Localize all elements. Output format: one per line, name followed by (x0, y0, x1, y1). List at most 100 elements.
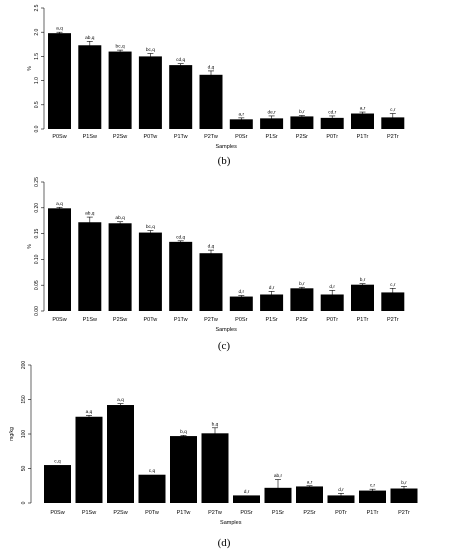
x-tick-label: P0Sw (52, 317, 66, 323)
x-tick-label: P2Sw (113, 134, 127, 140)
x-tick-label: P2Sw (113, 317, 127, 323)
x-tick-label: P0Tr (326, 317, 338, 323)
y-tick-label: 2.5 (34, 4, 40, 11)
significance-label: d,q (208, 64, 215, 70)
bar (260, 294, 284, 311)
significance-label: d,r (238, 289, 244, 295)
significance-label: b,r (401, 480, 407, 486)
x-tick-label: P2Tw (208, 510, 222, 516)
bar (169, 65, 193, 129)
x-tick-label: P1Sr (265, 317, 277, 323)
panel-caption: (c) (218, 340, 231, 352)
x-tick-label: P1Sr (265, 134, 277, 140)
x-tick-label: P0Sw (50, 510, 64, 516)
y-tick-label: 0.15 (34, 229, 40, 239)
significance-label: a,q (56, 202, 63, 207)
x-tick-label: P2Tw (204, 134, 218, 140)
bar (327, 495, 355, 503)
significance-label: ab,r (274, 473, 283, 479)
bar (48, 208, 71, 311)
bar (381, 117, 405, 129)
significance-label: bc,q (116, 44, 125, 50)
bar (381, 292, 405, 311)
bar (229, 119, 253, 129)
significance-label: bc,q (146, 47, 155, 53)
significance-label: d,r (269, 285, 275, 291)
y-tick-label: 0.0 (34, 125, 40, 132)
significance-label: de,r (267, 109, 276, 115)
significance-label: b,r (299, 281, 305, 287)
chart-panel-1: 0.0 0.5 1.0 1.5 2.0 2.5% a,q P0Sw ab,q P1Sw bc,q P2… (27, 4, 405, 167)
significance-label: b,q (180, 429, 187, 435)
y-tick-label: 150 (21, 395, 27, 404)
y-axis-title: mg/kg (9, 427, 15, 441)
bar (138, 232, 162, 311)
significance-label: b,r (299, 109, 305, 115)
significance-label: ab,q (85, 35, 95, 41)
y-tick-label: 50 (21, 466, 27, 472)
significance-label: c,r (390, 282, 396, 288)
significance-label: cd,q (176, 234, 185, 240)
significance-label: b,q (212, 421, 219, 427)
x-axis-title: Samples (220, 520, 242, 526)
y-tick-label: 0.10 (34, 254, 40, 264)
y-tick-label: 1.0 (34, 77, 40, 84)
x-axis-title: Samples (215, 144, 237, 150)
x-tick-label: P1Tw (174, 134, 188, 140)
significance-label: c,q (54, 460, 61, 465)
y-tick-label: 0.5 (34, 101, 40, 108)
significance-label: d,r (338, 487, 344, 493)
bar (44, 465, 71, 503)
y-tick-label: 0.00 (34, 306, 40, 316)
chart-panel-2: 0.00 0.05 0.10 0.15 0.20 0.25% a,q P0Sw ab,q P1Sw… (27, 177, 405, 352)
x-tick-label: P0Sr (235, 317, 247, 323)
bar (359, 490, 386, 503)
x-tick-label: P1Tr (367, 510, 379, 516)
bar (108, 51, 132, 130)
bar (138, 56, 162, 129)
bar (78, 45, 102, 129)
x-tick-label: P1Tr (357, 134, 369, 140)
bar (290, 288, 314, 311)
bar (290, 116, 314, 129)
significance-label: bc,q (146, 224, 155, 230)
x-tick-label: P2Sr (296, 317, 308, 323)
bar (260, 118, 284, 129)
x-tick-label: P2Sr (303, 510, 315, 516)
x-tick-label: P1Tw (177, 510, 191, 516)
bar (201, 433, 229, 503)
bar (75, 416, 103, 503)
y-tick-label: 0 (21, 501, 27, 504)
significance-label: cd,q (176, 57, 185, 63)
y-tick-label: 0.25 (34, 177, 40, 187)
bar (107, 405, 134, 503)
x-tick-label: P0Tw (144, 317, 158, 323)
significance-label: d,r (244, 489, 250, 495)
x-tick-label: P0Sr (235, 134, 247, 140)
bar (390, 488, 418, 503)
significance-label: c,r (370, 483, 376, 489)
bar (78, 222, 102, 311)
x-tick-label: P0Tr (335, 510, 347, 516)
significance-label: a,q (117, 398, 124, 403)
x-tick-label: P0Tw (145, 510, 159, 516)
significance-label: c,q (149, 469, 156, 474)
significance-label: b,r (360, 277, 366, 283)
x-tick-label: P1Sw (83, 134, 97, 140)
bar (199, 74, 223, 129)
significance-label: d,q (208, 244, 215, 250)
x-tick-label: P0Tr (326, 134, 338, 140)
y-tick-label: 2.0 (34, 29, 40, 36)
y-axis-title: % (27, 244, 33, 249)
bar (108, 223, 132, 311)
x-tick-label: P1Sw (82, 510, 96, 516)
y-tick-label: 0.20 (34, 203, 40, 213)
y-tick-label: 200 (21, 361, 27, 370)
significance-label: cd,r (328, 109, 336, 115)
chart-panel-3: 0 50 100 150 200 mg/kg c,q P0Sw a,q P1Sw a,q P2Sw c,… (9, 361, 418, 549)
significance-label: a,r (238, 111, 244, 117)
x-tick-label: P1Tr (357, 317, 369, 323)
bar (233, 495, 260, 503)
bar (320, 294, 344, 311)
